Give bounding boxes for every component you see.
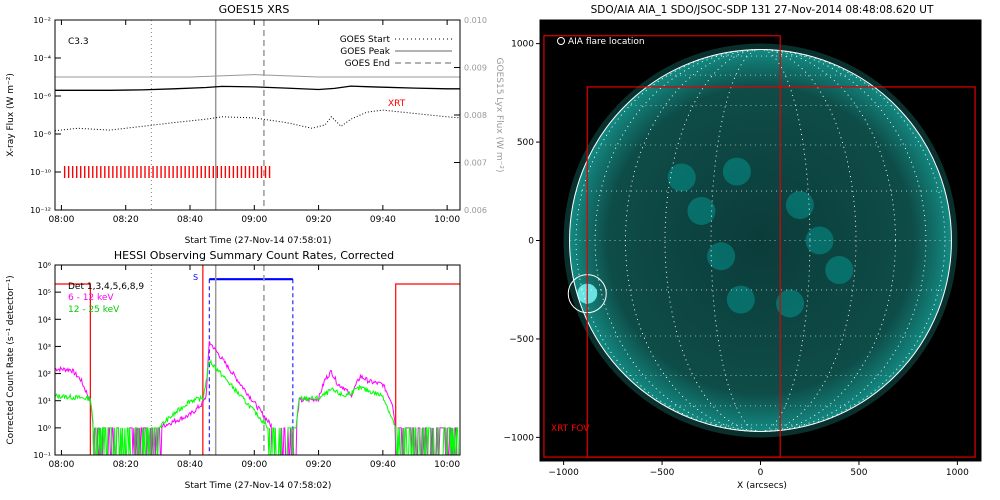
- hessi-ylabel: Corrected Count Rate (s⁻¹ detector⁻¹): [6, 275, 16, 444]
- y-tick-label: 10⁻¹²: [30, 206, 51, 215]
- goes-ylabel-text: X-ray Flux (W m⁻²): [6, 73, 16, 157]
- goes-legend: GOES Start GOES Peak GOES End: [340, 35, 452, 69]
- y-tick-label: 10⁻⁶: [33, 92, 51, 101]
- active-region: [825, 256, 854, 285]
- hessi-12-25-kev-line: [54, 358, 460, 456]
- y-tick-label: 500: [517, 138, 534, 148]
- aia-title: SDO/AIA AIA_1 SDO/JSOC-SDP 131 27-Nov-20…: [591, 4, 934, 16]
- x-tick-label: −1000: [548, 468, 579, 478]
- goes-flare-class: C3.3: [68, 37, 89, 47]
- y2-tick-label: 0.009: [464, 64, 487, 73]
- y-tick-label: 10⁴: [38, 315, 51, 324]
- aia-plot-area: −1000 −1000 −500 −500 0 0 500 500 1000 1000: [504, 20, 981, 478]
- y-tick-label: 10⁻¹: [33, 451, 51, 460]
- goes-plot-area: 08:00 08:20 08:40 09:00 09:20 09:40 10:00 10⁻¹²…: [30, 16, 487, 225]
- aia-legend-circle: [557, 37, 565, 45]
- active-region: [722, 157, 751, 186]
- x-tick-label: 1000: [946, 468, 969, 478]
- x-tick-label: 09:20: [306, 460, 332, 470]
- aia-xlabel: X (arcsecs): [737, 481, 787, 491]
- x-tick-label: 09:40: [370, 460, 396, 470]
- y-tick-label: 10⁻¹⁰: [30, 168, 51, 177]
- solar-limb: [569, 49, 952, 432]
- hessi-s-label: S: [193, 273, 198, 282]
- x-tick-label: 08:20: [113, 460, 139, 470]
- active-region: [707, 242, 736, 271]
- x-tick-label: 08:40: [177, 460, 203, 470]
- y-tick-label: −500: [509, 335, 534, 345]
- x-tick-label: 0: [758, 468, 764, 478]
- hessi-legend-det: Det 1,3,4,5,6,8,9: [68, 282, 144, 292]
- longitude-line: [625, 49, 896, 432]
- goes-ylabel: X-ray Flux (W m⁻²): [6, 73, 16, 157]
- goes-short-channel-line: [54, 109, 461, 132]
- xrt-fov-box: [586, 86, 976, 458]
- active-region: [785, 191, 814, 220]
- active-region: [726, 285, 755, 314]
- y2-tick-label: 0.008: [464, 111, 487, 120]
- goes-lya-line: [55, 74, 460, 78]
- hessi-legend: Det 1,3,4,5,6,8,9 6 - 12 keV 12 - 25 keV: [68, 282, 144, 315]
- goes-title: GOES15 XRS: [219, 3, 290, 16]
- goes-long-channel-line: [55, 85, 460, 91]
- aia-legend-text: AIA flare location: [568, 37, 645, 47]
- x-tick-label: 09:40: [370, 215, 396, 225]
- hessi-legend-low: 6 - 12 keV: [68, 293, 114, 303]
- y-tick-label: 10²: [38, 370, 51, 379]
- y-tick-label: 10³: [38, 342, 51, 351]
- goes-xlabel: Start Time (27-Nov-14 07:58:01): [185, 236, 332, 246]
- y2-tick-label: 0.007: [464, 159, 487, 168]
- aia-frame: [539, 19, 982, 462]
- x-tick-label: 08:40: [177, 215, 203, 225]
- y-tick-label: 10¹: [38, 397, 51, 406]
- y-tick-label: 10⁻⁸: [33, 130, 51, 139]
- longitude-line: [575, 49, 946, 432]
- y-tick-label: 10⁻⁴: [33, 54, 51, 63]
- x-tick-label: 09:20: [306, 215, 332, 225]
- x-tick-label: 08:00: [48, 215, 74, 225]
- y-tick-label: 10⁻²: [33, 16, 51, 25]
- goes-frame: [54, 19, 461, 211]
- y-tick-label: 0: [528, 237, 534, 247]
- goes-y2label: GOES15 Lyx Flux (W m⁻²): [494, 58, 504, 173]
- y2-tick-label: 0.010: [464, 16, 487, 25]
- x-tick-label: 10:00: [434, 460, 460, 470]
- goes-legend-end: GOES End: [345, 59, 390, 69]
- night-box: [55, 283, 91, 455]
- hessi-xlabel: Start Time (27-Nov-14 07:58:02): [185, 481, 332, 491]
- active-region: [687, 196, 716, 225]
- hessi-frame: [54, 264, 461, 456]
- x-tick-label: 08:20: [113, 215, 139, 225]
- goes-legend-peak: GOES Peak: [340, 47, 390, 57]
- goes-panel: GOES15 XRS 08:00 08:20 08:40 09:00 09:20 09:4…: [6, 3, 504, 246]
- goes-legend-start: GOES Start: [340, 35, 391, 45]
- active-region: [776, 289, 805, 318]
- x-tick-label: 08:00: [48, 460, 74, 470]
- active-region: [667, 163, 696, 192]
- y-tick-label: 10⁶: [38, 261, 51, 270]
- hessi-panel: HESSI Observing Summary Count Rates, Cor…: [6, 249, 461, 491]
- x-tick-label: 09:00: [241, 215, 267, 225]
- hessi-legend-high: 12 - 25 keV: [68, 305, 120, 315]
- y-tick-label: −1000: [504, 433, 535, 443]
- y-tick-label: 1000: [511, 40, 534, 50]
- longitude-line: [664, 49, 857, 432]
- goes-xrt-label: XRT: [388, 99, 406, 109]
- y-tick-label: 10⁵: [38, 288, 51, 297]
- x-tick-label: −500: [650, 468, 675, 478]
- y2-tick-label: 0.006: [464, 206, 487, 215]
- aia-xrt-fov-label: XRT FOV: [551, 424, 590, 434]
- y-tick-label: 10⁰: [38, 424, 51, 433]
- night-box: [395, 283, 460, 455]
- x-tick-label: 10:00: [434, 215, 460, 225]
- hessi-title: HESSI Observing Summary Count Rates, Cor…: [114, 249, 394, 262]
- x-tick-label: 09:00: [241, 460, 267, 470]
- aia-panel: SDO/AIA AIA_1 SDO/JSOC-SDP 131 27-Nov-20…: [504, 4, 982, 491]
- goes-y2label-text: GOES15 Lyx Flux (W m⁻²): [494, 58, 504, 173]
- hessi-ylabel-text: Corrected Count Rate (s⁻¹ detector⁻¹): [6, 275, 16, 444]
- x-tick-label: 500: [850, 468, 867, 478]
